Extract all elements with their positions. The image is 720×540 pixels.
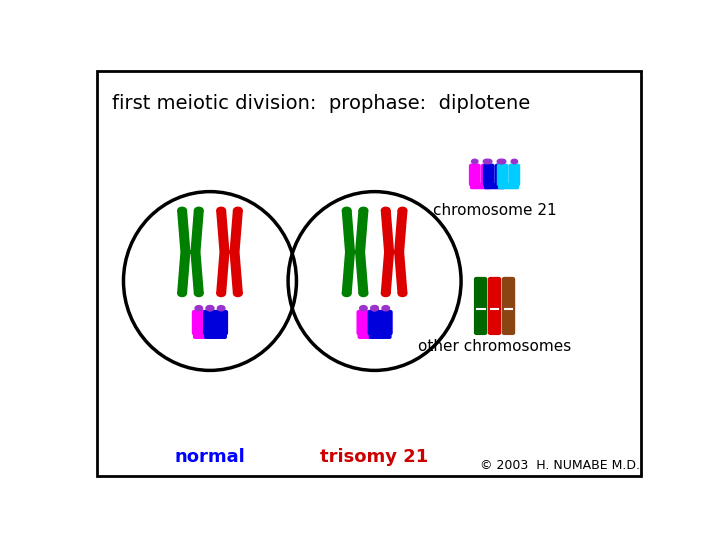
Text: first meiotic division:  prophase:  diplotene: first meiotic division: prophase: diplot… [112, 94, 531, 113]
Polygon shape [355, 252, 369, 294]
Circle shape [216, 290, 226, 297]
Circle shape [381, 290, 391, 297]
Text: normal: normal [174, 448, 246, 466]
Circle shape [216, 207, 226, 214]
FancyBboxPatch shape [203, 310, 217, 335]
FancyBboxPatch shape [204, 331, 227, 339]
FancyBboxPatch shape [193, 331, 216, 339]
Polygon shape [177, 252, 190, 294]
Circle shape [471, 159, 479, 164]
FancyBboxPatch shape [214, 310, 228, 335]
Circle shape [177, 290, 187, 297]
FancyBboxPatch shape [369, 331, 392, 339]
Circle shape [382, 305, 390, 312]
Circle shape [177, 207, 187, 214]
Polygon shape [230, 210, 243, 252]
FancyBboxPatch shape [379, 310, 392, 335]
FancyBboxPatch shape [470, 183, 491, 189]
Circle shape [233, 207, 243, 214]
FancyBboxPatch shape [474, 277, 487, 335]
FancyBboxPatch shape [368, 310, 382, 335]
FancyBboxPatch shape [356, 310, 370, 335]
Polygon shape [216, 252, 230, 294]
Circle shape [194, 290, 204, 297]
Circle shape [485, 159, 492, 164]
Polygon shape [342, 210, 355, 252]
FancyBboxPatch shape [498, 183, 519, 189]
Circle shape [359, 290, 369, 297]
Polygon shape [381, 252, 394, 294]
Circle shape [194, 305, 203, 312]
Circle shape [205, 305, 215, 312]
Circle shape [205, 305, 215, 312]
Circle shape [342, 207, 351, 214]
Polygon shape [394, 252, 408, 294]
Circle shape [397, 290, 408, 297]
FancyBboxPatch shape [358, 331, 380, 339]
Circle shape [499, 159, 507, 164]
FancyBboxPatch shape [495, 164, 506, 186]
Polygon shape [223, 250, 235, 254]
Polygon shape [388, 250, 400, 254]
FancyBboxPatch shape [484, 183, 505, 189]
FancyBboxPatch shape [481, 164, 492, 186]
Text: chromosome 21: chromosome 21 [433, 203, 557, 218]
Polygon shape [230, 252, 243, 294]
Circle shape [217, 305, 225, 312]
FancyBboxPatch shape [497, 164, 508, 186]
Polygon shape [191, 252, 204, 294]
Circle shape [342, 290, 351, 297]
FancyBboxPatch shape [483, 164, 495, 186]
Text: © 2003  H. NUMABE M.D.: © 2003 H. NUMABE M.D. [480, 460, 639, 472]
Polygon shape [349, 250, 361, 254]
Circle shape [497, 159, 504, 164]
FancyBboxPatch shape [469, 164, 481, 186]
FancyBboxPatch shape [508, 164, 521, 186]
Polygon shape [216, 210, 230, 252]
Polygon shape [381, 210, 394, 252]
FancyBboxPatch shape [502, 277, 516, 335]
Circle shape [482, 159, 490, 164]
FancyBboxPatch shape [368, 310, 382, 335]
Circle shape [359, 305, 368, 312]
FancyBboxPatch shape [192, 310, 206, 335]
Polygon shape [191, 210, 204, 252]
Polygon shape [355, 210, 369, 252]
Text: trisomy 21: trisomy 21 [320, 448, 428, 466]
FancyBboxPatch shape [203, 310, 217, 335]
Polygon shape [184, 250, 197, 254]
Circle shape [397, 207, 408, 214]
Circle shape [370, 305, 379, 312]
Circle shape [359, 207, 369, 214]
FancyBboxPatch shape [488, 277, 501, 335]
Polygon shape [394, 210, 408, 252]
Circle shape [381, 207, 391, 214]
Polygon shape [177, 210, 190, 252]
Circle shape [233, 290, 243, 297]
Text: other chromosomes: other chromosomes [418, 339, 571, 354]
Circle shape [370, 305, 379, 312]
Circle shape [510, 159, 518, 164]
Circle shape [194, 207, 204, 214]
Polygon shape [342, 252, 355, 294]
